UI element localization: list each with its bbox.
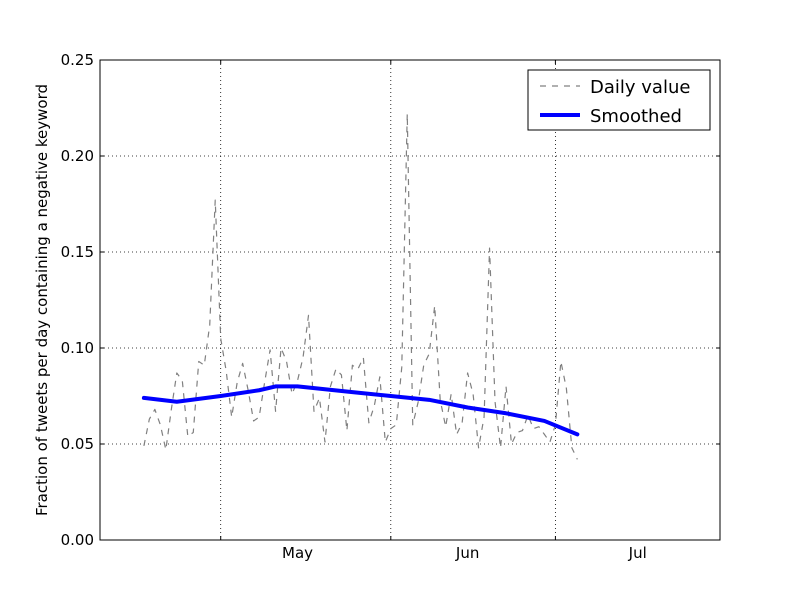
ticks: 0.00 0.05 0.10 0.15 0.20 0.25 May Jun Jul — [61, 51, 720, 562]
y-axis-label: Fraction of tweets per day containing a … — [33, 84, 51, 516]
legend-label-smoothed: Smoothed — [590, 106, 682, 127]
y-tick-label: 0.15 — [61, 243, 94, 261]
y-tick-label: 0.10 — [61, 339, 94, 357]
grid — [100, 60, 720, 540]
legend-frame — [527, 69, 711, 131]
y-tick-label: 0.00 — [61, 531, 94, 549]
x-tick-label: Jul — [628, 544, 647, 562]
x-tick-label: May — [282, 544, 313, 562]
y-tick-label: 0.20 — [61, 147, 94, 165]
legend-label-daily-value: Daily value — [590, 77, 690, 98]
y-tick-label: 0.25 — [61, 51, 94, 69]
series-line-smoothed — [141, 384, 580, 437]
plot-frame — [99, 59, 721, 541]
x-tick-label: Jun — [455, 544, 479, 562]
legend: Daily value Smoothed — [527, 69, 711, 131]
series-layer — [141, 113, 580, 460]
y-tick-label: 0.05 — [61, 435, 94, 453]
series-line-daily-value — [143, 113, 578, 460]
